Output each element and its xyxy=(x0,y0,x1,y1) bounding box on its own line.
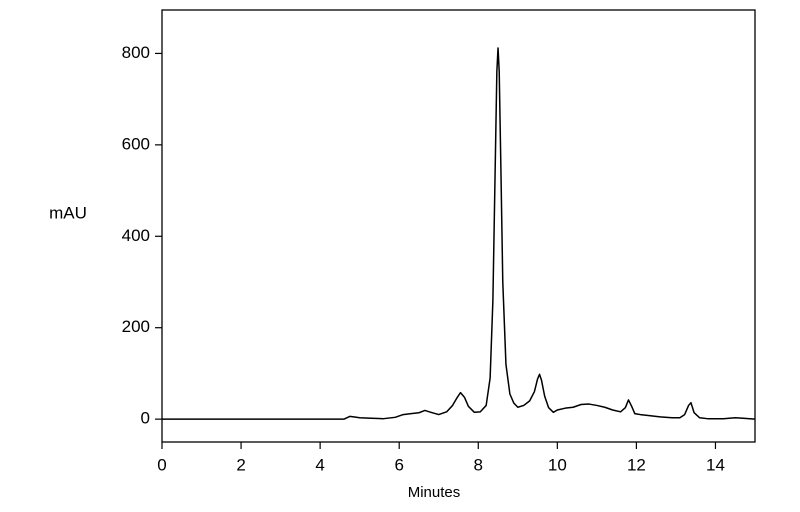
x-tick-label: 6 xyxy=(394,455,403,474)
y-tick-label: 800 xyxy=(122,43,150,62)
x-tick-label: 14 xyxy=(706,455,725,474)
y-tick-label: 200 xyxy=(122,317,150,336)
y-tick-label: 400 xyxy=(122,226,150,245)
plot-frame xyxy=(161,9,756,443)
x-tick-label: 0 xyxy=(157,455,166,474)
x-tick-label: 2 xyxy=(236,455,245,474)
y-axis-label: mAU xyxy=(49,203,87,222)
chromatogram-line xyxy=(162,47,756,420)
x-tick-label: 10 xyxy=(548,455,567,474)
x-tick-label: 8 xyxy=(474,455,483,474)
x-tick-label: 4 xyxy=(315,455,324,474)
x-tick-label: 12 xyxy=(627,455,646,474)
x-axis-label: Minutes xyxy=(408,484,461,501)
y-tick-label: 0 xyxy=(141,409,150,428)
y-tick-label: 600 xyxy=(122,134,150,153)
